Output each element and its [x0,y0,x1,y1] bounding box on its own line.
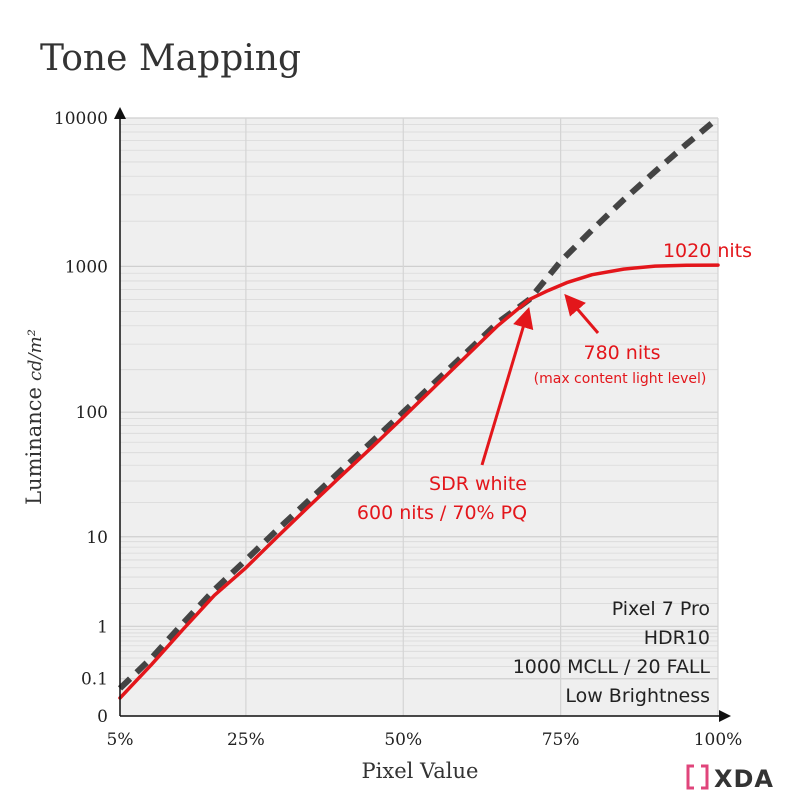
y-tick-label-4: 100 [76,403,108,423]
y-tick-labels: 0 0.1 1 10 100 1000 10000 [54,109,108,727]
y-tick-label-3: 10 [86,528,108,548]
annotation-780-arrow [564,293,600,334]
y-axis-title: Luminance cd/m² [22,329,46,505]
axes [114,107,731,722]
y-axis-title-text: Luminance [22,387,46,505]
y-axis-arrow [114,107,126,119]
y-tick-label-5: 1000 [65,257,108,277]
logo-bracket-right-icon [701,764,709,790]
info-device: Pixel 7 Pro [612,598,710,620]
y-tick-label-6: 10000 [54,109,108,129]
annotation-1020-nits: 1020 nits [663,240,752,262]
x-tick-label-2: 50% [384,730,422,750]
xda-logo: XDA [686,764,774,793]
y-axis-title-group: Luminance cd/m² [22,329,46,505]
x-tick-label-4: 100% [694,730,743,750]
x-axis-title: Pixel Value [362,759,479,783]
y-tick-label-1: 0.1 [81,670,108,690]
info-mcll: 1000 MCLL / 20 FALL [513,656,711,678]
annotation-sdr-nits: 600 nits / 70% PQ [357,502,527,524]
annotations: 1020 nits 780 nits (max content light le… [357,240,752,524]
chart-title: Tone Mapping [40,38,301,79]
x-tick-label-3: 75% [542,730,580,750]
tone-mapped-curve [118,263,720,700]
device-info: Pixel 7 Pro HDR10 1000 MCLL / 20 FALL Lo… [513,598,711,707]
logo-text: XDA [714,765,774,793]
x-tick-labels: 5% 25% 50% 75% 100% [107,730,743,750]
annotation-sdr-white: SDR white [429,473,527,495]
x-axis-arrow [719,710,731,722]
y-tick-label-2: 1 [97,617,108,637]
logo-bracket-left-icon [686,764,694,790]
info-format: HDR10 [644,627,710,649]
plot-area [120,118,718,716]
x-tick-label-0: 5% [107,730,134,750]
y-tick-label-0: 0 [97,707,108,727]
y-axis-title-unit: cd/m² [25,329,46,381]
annotation-sdr-arrow [480,306,534,466]
annotation-780-subtitle: (max content light level) [534,371,707,387]
info-brightness: Low Brightness [565,685,710,707]
x-tick-label-1: 25% [227,730,265,750]
series-layer [117,115,720,700]
annotation-780-nits: 780 nits [584,342,661,364]
reference-line-dashed [117,115,720,691]
